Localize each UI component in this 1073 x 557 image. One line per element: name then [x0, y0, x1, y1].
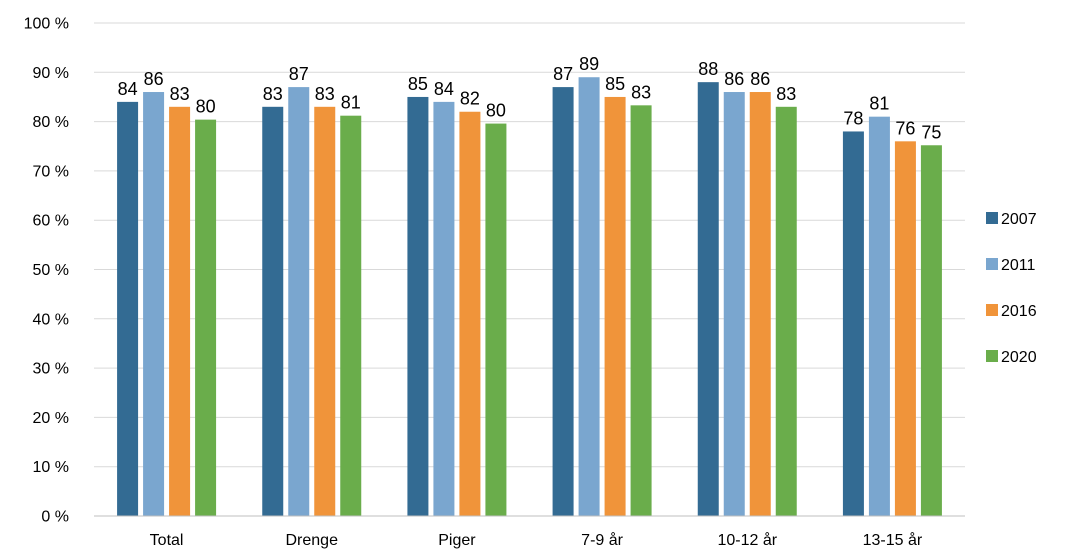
data-label: 86 [144, 69, 164, 89]
bar-2016-total [169, 106, 191, 516]
axes: 0 % 10 % 20 % 30 % 40 % 50 % 60 % 70 % 80 % 90 % 1… [24, 16, 965, 549]
bar-2011-piger [433, 101, 455, 516]
data-label: 84 [434, 79, 454, 99]
data-label: 83 [170, 84, 190, 104]
bar-2020-13-15-r [920, 145, 942, 516]
y-tick-label: 90 % [33, 65, 69, 82]
data-label: 81 [341, 93, 361, 113]
y-tick-label: 40 % [33, 311, 69, 328]
data-label: 85 [605, 74, 625, 94]
legend-label: 2011 [1001, 257, 1036, 274]
data-label: 80 [486, 101, 506, 121]
data-label: 83 [631, 82, 651, 102]
data-label: 87 [289, 64, 309, 84]
x-tick-label: 7-9 år [581, 531, 623, 549]
data-label: 86 [724, 69, 744, 89]
data-label: 82 [460, 89, 480, 109]
y-tick-label: 80 % [33, 114, 69, 131]
bar-2011-13-15-r [868, 116, 890, 517]
bar-2020-total [195, 119, 217, 517]
x-tick-label: Drenge [286, 532, 339, 549]
bar-2007-7-9-r [552, 87, 574, 516]
data-label: 81 [869, 94, 889, 114]
data-label: 76 [895, 118, 915, 138]
bar-2007-10-12-r [697, 82, 719, 516]
x-tick-label: 13-15 år [863, 531, 923, 549]
y-tick-label: 70 % [33, 163, 69, 180]
bar-2011-drenge [288, 87, 310, 516]
y-tick-label: 30 % [33, 361, 69, 378]
legend-swatch-2011 [986, 258, 998, 270]
data-label: 83 [315, 84, 335, 104]
x-tick-label: Total [150, 532, 184, 549]
x-tick-label: Piger [438, 532, 476, 549]
bar-2016-13-15-r [894, 141, 916, 516]
bar-2016-drenge [314, 106, 336, 516]
bar-2011-7-9-r [578, 77, 600, 516]
bar-2007-total [117, 101, 139, 516]
bar-2020-7-9-r [630, 105, 652, 517]
legend: 2007 2011 2016 2020 [986, 211, 1037, 366]
gridlines [94, 22, 965, 468]
legend-label: 2020 [1001, 349, 1037, 366]
x-tick-label: 10-12 år [717, 531, 777, 549]
legend-swatch-2016 [986, 304, 998, 316]
bar-2007-13-15-r [842, 131, 864, 516]
data-labels: 84 86 83 80 83 87 83 81 85 84 82 80 87 89 85 83 88 86 86 83… [118, 54, 942, 142]
data-label: 88 [698, 59, 718, 79]
legend-label: 2007 [1001, 211, 1037, 228]
bar-2020-drenge [340, 115, 362, 517]
data-label: 87 [553, 64, 573, 84]
bars [117, 77, 942, 517]
bar-2020-piger [485, 123, 507, 517]
bar-2016-piger [459, 111, 481, 517]
data-label: 89 [579, 54, 599, 74]
bar-2016-7-9-r [604, 96, 626, 516]
data-label: 75 [921, 122, 941, 142]
legend-swatch-2020 [986, 350, 998, 362]
data-label: 84 [118, 79, 138, 99]
y-tick-label: 60 % [33, 213, 69, 230]
y-tick-label: 10 % [33, 459, 69, 476]
legend-swatch-2007 [986, 212, 998, 224]
y-tick-label: 50 % [33, 262, 69, 279]
data-label: 86 [750, 69, 770, 89]
bar-2011-10-12-r [723, 92, 745, 517]
y-tick-label: 20 % [33, 410, 69, 427]
y-tick-label: 0 % [41, 509, 69, 526]
legend-label: 2016 [1001, 303, 1037, 320]
y-tick-label: 100 % [24, 16, 69, 33]
data-label: 78 [843, 108, 863, 128]
bar-2007-piger [407, 96, 429, 516]
bar-2020-10-12-r [775, 106, 797, 516]
bar-2016-10-12-r [749, 92, 771, 517]
data-label: 83 [263, 84, 283, 104]
data-label: 80 [196, 97, 216, 117]
bar-2007-drenge [262, 106, 284, 516]
data-label: 83 [776, 84, 796, 104]
data-label: 85 [408, 74, 428, 94]
bar-2011-total [143, 92, 165, 517]
